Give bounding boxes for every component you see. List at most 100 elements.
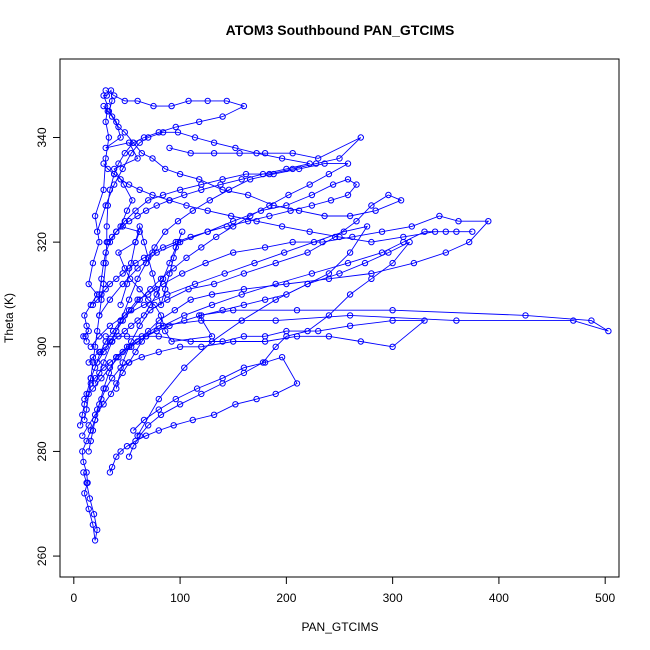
data-point	[121, 97, 129, 105]
data-point	[162, 228, 169, 235]
data-point	[310, 238, 318, 246]
data-point	[198, 244, 205, 251]
data-point	[102, 286, 109, 293]
data-point	[106, 296, 114, 303]
data-point	[100, 385, 107, 392]
data-point	[87, 437, 95, 445]
data-point	[261, 150, 269, 157]
chart-title: ATOM3 Southbound PAN_GTCIMS	[226, 22, 455, 38]
data-point	[332, 233, 339, 241]
data-point	[453, 317, 460, 324]
data-point	[157, 275, 165, 282]
data-point	[94, 359, 101, 366]
data-point	[108, 233, 116, 241]
data-point	[232, 401, 239, 408]
data-point	[196, 176, 203, 183]
data-point	[100, 401, 107, 408]
data-point	[308, 191, 316, 199]
data-point	[287, 207, 294, 214]
data-point	[227, 212, 235, 220]
data-point	[83, 406, 90, 413]
data-point	[108, 338, 116, 345]
data-point	[170, 422, 177, 429]
x-tick-label: 0	[70, 591, 77, 605]
data-point	[83, 469, 90, 476]
data-point	[179, 270, 186, 277]
data-point	[174, 218, 182, 225]
data-point	[168, 102, 175, 110]
data-point	[162, 327, 169, 335]
data-point	[219, 113, 226, 120]
data-point	[315, 327, 322, 335]
data-point	[253, 218, 260, 225]
data-point	[198, 312, 205, 319]
data-point	[283, 291, 290, 298]
data-point	[125, 296, 133, 303]
data-point	[385, 191, 392, 199]
data-point	[121, 150, 129, 157]
data-point	[242, 170, 250, 178]
data-point	[117, 301, 124, 309]
data-point	[346, 312, 354, 319]
data-point	[346, 322, 354, 329]
series-line	[92, 178, 358, 316]
data-point	[134, 212, 141, 220]
data-point	[147, 286, 154, 293]
data-point	[102, 333, 109, 340]
data-point	[176, 238, 184, 246]
data-point	[189, 207, 197, 214]
data-point	[361, 259, 369, 267]
data-point	[86, 495, 94, 502]
data-point	[368, 275, 375, 282]
data-point	[442, 249, 449, 256]
data-point	[119, 270, 126, 277]
data-point	[145, 422, 152, 429]
series-line	[103, 105, 403, 389]
data-point	[155, 406, 163, 413]
data-point	[83, 479, 90, 486]
data-point	[162, 165, 169, 173]
y-tick-label: 340	[35, 127, 49, 147]
data-point	[238, 317, 245, 324]
data-point	[147, 301, 154, 309]
data-point	[257, 207, 265, 214]
data-point	[176, 401, 184, 408]
data-point	[136, 186, 143, 194]
data-point	[181, 191, 188, 199]
data-point	[281, 249, 288, 256]
data-point	[82, 333, 89, 340]
data-point	[134, 432, 141, 439]
series-8	[85, 317, 428, 455]
data-point	[219, 338, 226, 345]
data-point	[79, 448, 86, 455]
data-point	[102, 202, 109, 209]
data-point	[176, 170, 184, 178]
data-point	[353, 181, 360, 188]
data-point	[106, 322, 114, 329]
data-point	[100, 348, 107, 356]
data-point	[244, 191, 252, 199]
data-point	[96, 312, 103, 319]
data-point	[113, 453, 120, 460]
series-line	[109, 356, 298, 473]
data-point	[119, 317, 126, 324]
data-point	[344, 259, 352, 267]
data-point	[204, 228, 211, 235]
data-point	[85, 505, 92, 513]
data-point	[206, 197, 214, 204]
data-point	[96, 369, 103, 377]
y-axis: 260 280 300 320 340	[35, 127, 61, 566]
data-point	[217, 181, 224, 188]
data-point	[208, 291, 216, 298]
data-point	[289, 165, 296, 173]
data-point	[145, 254, 152, 261]
data-point	[406, 238, 413, 246]
data-point	[89, 301, 97, 309]
data-point	[145, 197, 152, 204]
data-point	[96, 333, 103, 340]
data-point	[261, 338, 269, 345]
data-point	[166, 270, 173, 277]
data-point	[153, 327, 160, 335]
data-point	[198, 390, 205, 398]
data-point	[346, 291, 354, 298]
